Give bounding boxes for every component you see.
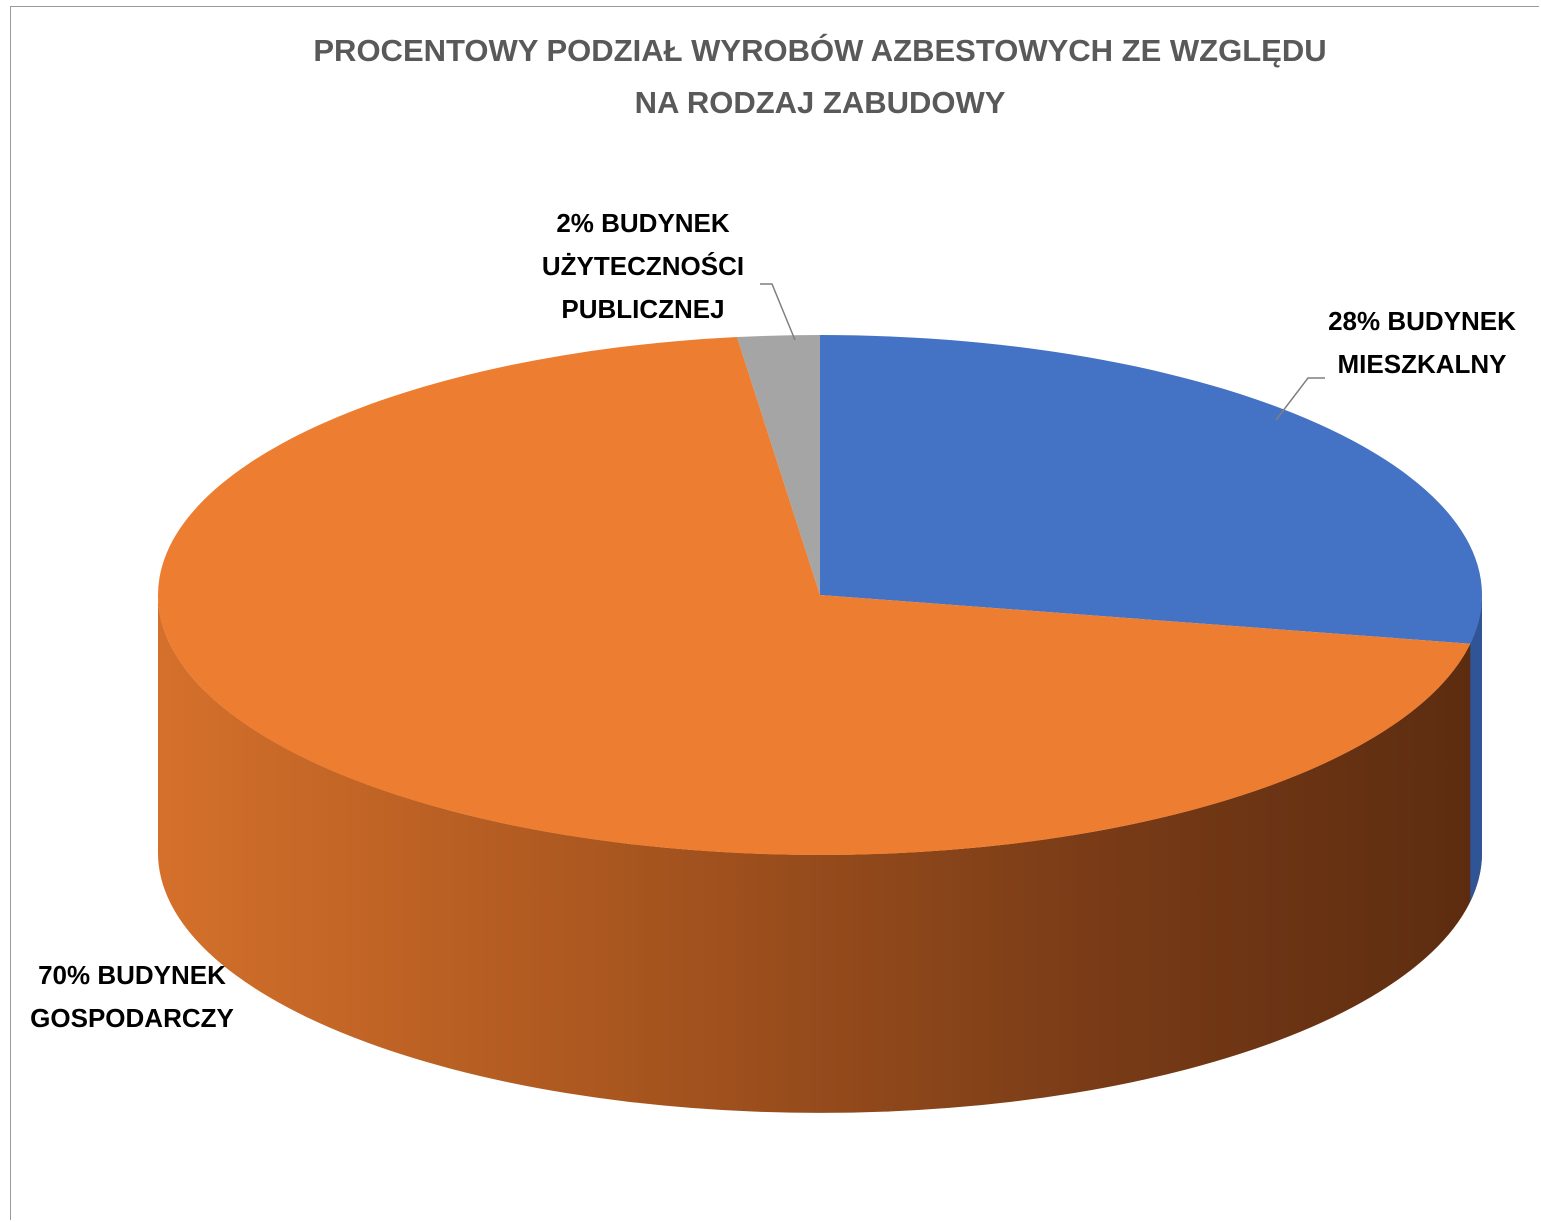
chart-title-line-1: PROCENTOWY PODZIAŁ WYROBÓW AZBESTOWYCH Z…	[313, 32, 1326, 68]
slice-2-budynek-uzytecznosci-publicznej	[737, 335, 820, 595]
data-labels: 28% BUDYNEK MIESZKALNY 70% BUDYNEK GOSPODAR…	[30, 208, 1516, 1033]
slice-70-budynek-gospodarczy	[157, 337, 1471, 855]
slice-side-28-budynek-mieszkalny	[1470, 595, 1482, 902]
slice-side-70-budynek-gospodarczy	[158, 595, 1482, 1113]
data-label-line: UŻYTECZNOŚCI	[542, 251, 744, 281]
data-label-line: 2% BUDYNEK	[556, 208, 730, 238]
slice-28-budynek-mieszkalny	[820, 335, 1482, 644]
leader-line-28-budynek-mieszkalny	[1275, 377, 1325, 421]
data-label-line: GOSPODARCZY	[30, 1003, 234, 1033]
chart-frame	[10, 6, 1539, 1220]
data-label-line: PUBLICZNEJ	[561, 294, 724, 324]
leader-line-2-budynek-uzytecznosci-publicznej	[760, 283, 796, 341]
data-label-70-budynek-gospodarczy: 70% BUDYNEK GOSPODARCZY	[30, 960, 234, 1033]
data-label-line: 28% BUDYNEK	[1328, 306, 1516, 336]
chart-title-line-2: NA RODZAJ ZABUDOWY	[635, 85, 1006, 120]
data-label-28-budynek-mieszkalny: 28% BUDYNEK MIESZKALNY	[1328, 306, 1516, 379]
pie-3d-sides	[158, 595, 1482, 1113]
leader-lines	[760, 283, 1325, 421]
data-label-2-budynek-uzytecznosci-publicznej: 2% BUDYNEK UŻYTECZNOŚCI PUBLICZNEJ	[542, 208, 744, 324]
data-label-line: 70% BUDYNEK	[38, 960, 226, 990]
data-label-line: MIESZKALNY	[1338, 349, 1507, 379]
chart-title: PROCENTOWY PODZIAŁ WYROBÓW AZBESTOWYCH Z…	[313, 32, 1326, 120]
pie-slices	[157, 335, 1482, 855]
